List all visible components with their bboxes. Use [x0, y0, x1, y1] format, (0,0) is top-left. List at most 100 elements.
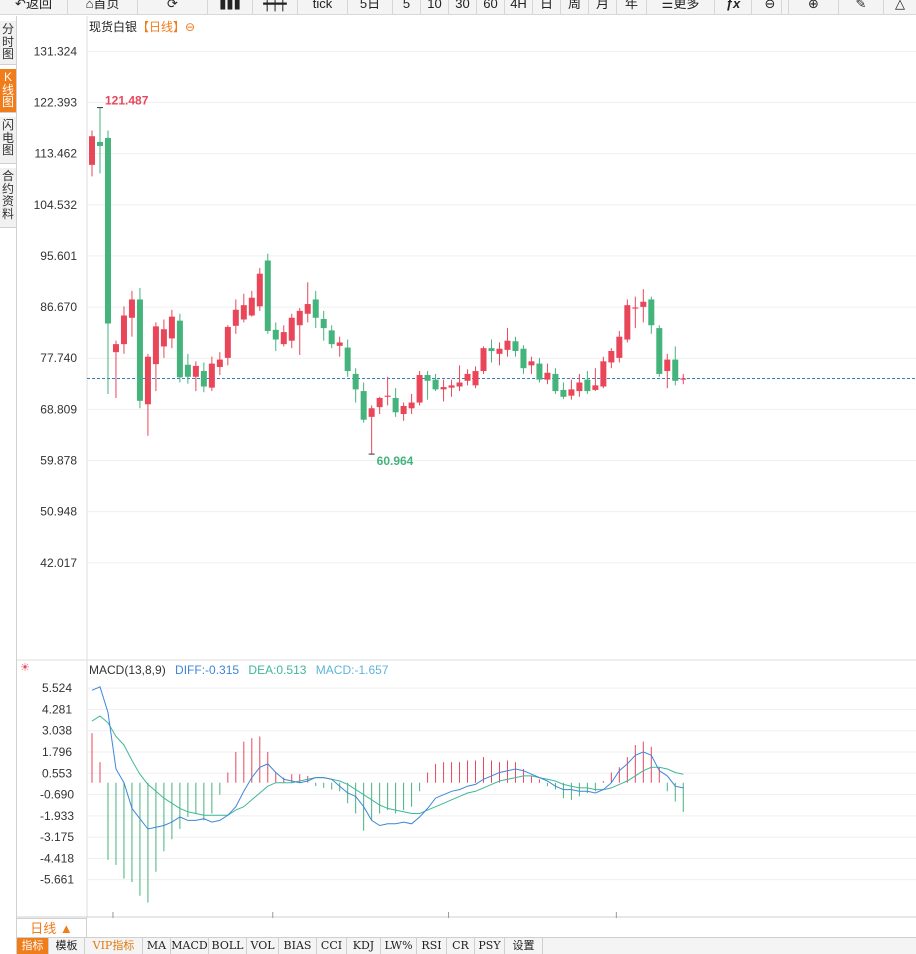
- candle-body: [136, 299, 143, 401]
- home-button[interactable]: ⌂首页: [68, 0, 138, 14]
- candle-body: [624, 305, 631, 340]
- candle-body: [600, 361, 607, 387]
- candle-body: [616, 336, 623, 358]
- indicator-tab[interactable]: MACD: [171, 938, 209, 954]
- macd-axis: 5.524 4.281 3.038 1.796 0.553 -0.690 -1.933 -3.…: [40, 681, 74, 887]
- tab-flash-chart[interactable]: 闪电图: [0, 117, 16, 164]
- price-tick-label: 95.601: [40, 249, 77, 263]
- candle-body: [280, 332, 287, 345]
- period-30m-button[interactable]: 30: [449, 0, 477, 14]
- formula-button[interactable]: ƒx: [715, 0, 752, 14]
- home-icon: ⌂: [85, 0, 94, 11]
- indicator-tab[interactable]: PSY: [475, 938, 505, 954]
- indicator-tab[interactable]: LW%: [381, 938, 417, 954]
- candle-body: [592, 385, 599, 390]
- candle-body: [392, 397, 399, 413]
- period-month-button[interactable]: 月: [589, 0, 617, 14]
- candle-body: [344, 347, 351, 372]
- candle-body: [272, 329, 279, 340]
- candle-body: [632, 307, 639, 309]
- draw-button[interactable]: ✎: [839, 0, 884, 14]
- diff-value: DIFF:-0.315: [175, 663, 240, 677]
- toolbar: ↶返回 ⌂首页 ⟳ ▮▮▮ ┿┿┿ tick 5日 5 10 30 60 4H …: [0, 0, 916, 15]
- indicator-tab[interactable]: KDJ: [347, 938, 381, 954]
- tab-time-sharing[interactable]: 分时图: [0, 21, 16, 65]
- pencil-icon: ✎: [855, 0, 867, 11]
- tick-button[interactable]: tick: [298, 0, 348, 14]
- macd-tick-label: -1.933: [40, 809, 74, 823]
- candle-body: [608, 351, 615, 363]
- candle-body: [584, 379, 591, 392]
- price-tick-label: 131.324: [34, 44, 78, 58]
- candle-body: [336, 342, 343, 346]
- price-tick-label: 86.670: [40, 300, 77, 314]
- indicator-tab[interactable]: BOLL: [209, 938, 247, 954]
- candle-body: [288, 317, 295, 341]
- candle-body: [368, 408, 375, 417]
- refresh-button[interactable]: ⟳: [138, 0, 208, 14]
- indicator-tab[interactable]: CCI: [317, 938, 347, 954]
- candle-body: [128, 299, 135, 318]
- candle-body: [352, 373, 359, 390]
- candle-body: [544, 372, 551, 380]
- candle-body: [648, 299, 655, 326]
- candle-body: [680, 378, 687, 380]
- macd-tick-label: 5.524: [42, 681, 72, 695]
- chart-canvas[interactable]: 131.324 122.393 113.462 104.532 95.601 86.670…: [17, 16, 916, 918]
- period-5m-button[interactable]: 5: [393, 0, 421, 14]
- candle-body: [528, 361, 535, 366]
- candle-body: [424, 375, 431, 381]
- tab-kline[interactable]: K线图: [0, 69, 16, 113]
- candle-body: [416, 375, 423, 403]
- high-price-label: 121.487: [105, 94, 149, 108]
- indicator-tab[interactable]: 设置: [505, 938, 543, 954]
- period-year-button[interactable]: 年: [617, 0, 647, 14]
- candle-body: [256, 273, 263, 307]
- settings-sun-icon[interactable]: ☀: [20, 662, 30, 674]
- price-tick-label: 50.948: [40, 505, 77, 519]
- side-tab-bar: 分时图 K线图 闪电图 合约资料: [0, 16, 17, 954]
- indicator-tab[interactable]: VOL: [247, 938, 279, 954]
- macd-tick-label: 3.038: [42, 724, 72, 738]
- zoom-in-button[interactable]: ⊕: [789, 0, 839, 14]
- indicator-tab[interactable]: BIAS: [279, 938, 317, 954]
- period-5d-button[interactable]: 5日: [348, 0, 393, 14]
- candlestick-button[interactable]: ┿┿┿: [253, 0, 298, 14]
- candle-body: [296, 310, 303, 326]
- indicator-tab[interactable]: VIP指标: [85, 938, 143, 954]
- tab-contract-info[interactable]: 合约资料: [0, 168, 16, 228]
- more-button[interactable]: ☰更多: [647, 0, 715, 14]
- candle-body: [360, 391, 367, 420]
- triangle-up-icon: △: [895, 0, 905, 11]
- candle-body: [408, 402, 415, 409]
- candle-body: [304, 304, 311, 314]
- indicator-tab-bar: 指标 模板 VIP指标 MA MACD BOLL VOL BIAS CCI KDJ LW% RSI CR…: [17, 937, 916, 954]
- candle-body: [89, 136, 95, 165]
- period-week-button[interactable]: 周: [561, 0, 589, 14]
- zoom-out-button[interactable]: ⊖: [752, 0, 789, 14]
- back-button[interactable]: ↶返回: [0, 0, 68, 14]
- period-10m-button[interactable]: 10: [421, 0, 449, 14]
- candle-body: [240, 305, 247, 320]
- indicator-tab[interactable]: MA: [143, 938, 171, 954]
- macd-histogram: [91, 733, 684, 903]
- indicator-tab[interactable]: 模板: [49, 938, 85, 954]
- period-4h-button[interactable]: 4H: [505, 0, 533, 14]
- period-day-button[interactable]: 日: [533, 0, 561, 14]
- candle-body: [120, 315, 127, 345]
- period-60m-button[interactable]: 60: [477, 0, 505, 14]
- indicator-tab[interactable]: CR: [447, 938, 475, 954]
- indicator-tab[interactable]: RSI: [417, 938, 447, 954]
- back-arrow-icon: ↶: [15, 0, 26, 11]
- macd-settings-label[interactable]: MACD(13,8,9): [89, 663, 166, 677]
- dea-value: DEA:0.513: [248, 663, 307, 677]
- candle-body: [440, 387, 447, 390]
- candle-body: [208, 363, 215, 388]
- period-select[interactable]: 日线 ▲: [17, 918, 87, 937]
- indicator-tab[interactable]: 指标: [17, 938, 49, 954]
- circle-minus-icon[interactable]: ⊖: [185, 20, 196, 34]
- bar-chart-button[interactable]: ▮▮▮: [208, 0, 253, 14]
- macd-tick-label: -4.418: [40, 851, 74, 865]
- collapse-button[interactable]: △: [884, 0, 916, 14]
- candle-body: [376, 397, 383, 408]
